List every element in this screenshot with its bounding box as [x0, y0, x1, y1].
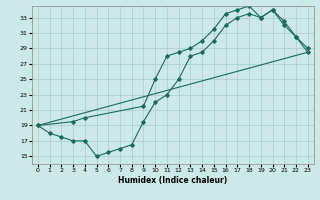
X-axis label: Humidex (Indice chaleur): Humidex (Indice chaleur) [118, 176, 228, 185]
